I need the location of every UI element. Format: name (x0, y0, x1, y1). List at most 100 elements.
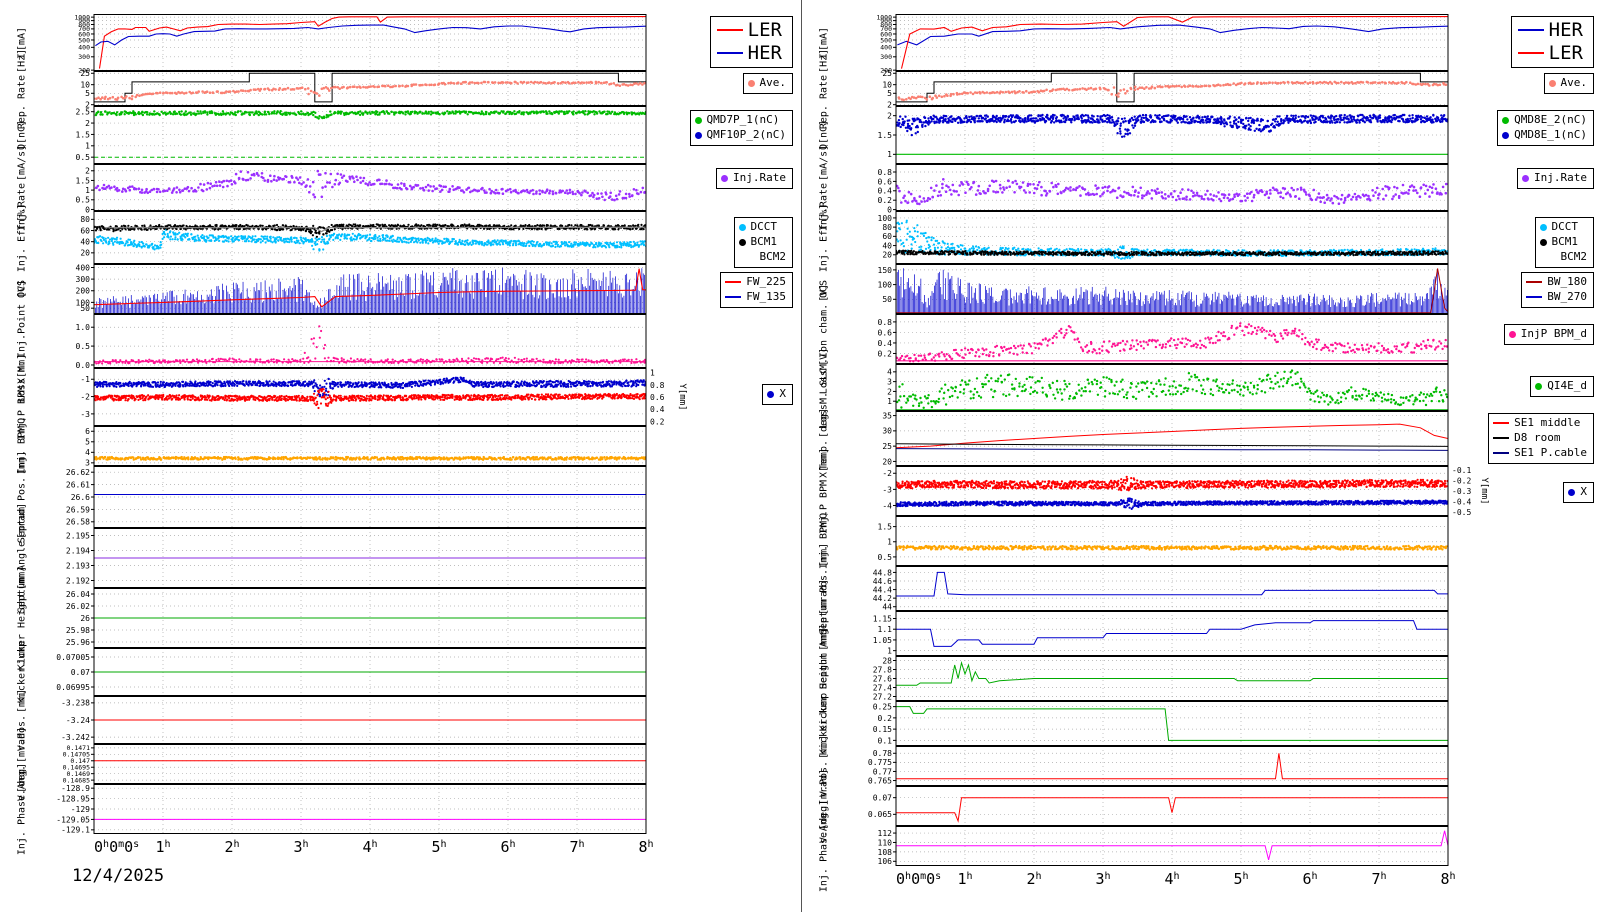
y-tick-label: 25 (882, 69, 892, 78)
legend-label: QMD8E_2(nC) (1514, 113, 1587, 126)
legend-rep-rate: Ave. (1543, 73, 1594, 94)
y-tick-label: -3.242 (61, 733, 90, 742)
x-tick-label: 1h (155, 838, 170, 856)
y-tick-label: 27.4 (873, 683, 892, 692)
y-tick-label: 300 (76, 275, 91, 284)
legend-item: Inj.Rate (721, 171, 786, 186)
legend-inj-rate: Inj.Rate (716, 168, 793, 189)
y-tick-label: 1 (85, 142, 90, 151)
y-tick-label: 0.07 (71, 668, 90, 677)
y-tick-label: 2.195 (66, 531, 90, 540)
legend-injp-bpm-x: X (762, 384, 793, 405)
y-tick-label: 500 (78, 36, 90, 44)
legend-marker-dot (738, 223, 746, 231)
legend-marker-line (725, 281, 742, 284)
y-tick-label: 0.07 (873, 794, 892, 803)
row-inj-eff: Inj. Eff [%] 100 80 60 40 20 (802, 203, 1602, 272)
row-septum-pos: Septum Pos. [mm] 26.62 26.61 26.6 26.59 26.58 (0, 451, 801, 543)
y-tick-label: 0.5 (878, 553, 893, 562)
legend-item: QI4E_d (1535, 379, 1587, 394)
row-inj-phase-axis-label: Inj. Phase [deg] (818, 799, 830, 893)
legend-temp: SE1 middle D8 room SE1 P.cable (1488, 413, 1594, 464)
row-injp-bpm-x: Inj.P BPM X[mm] -2 -3 -4 -0.1 -0.2 -0.3 -0.4 -0.5… (802, 448, 1602, 534)
y-tick-label: 44.8 (873, 568, 892, 577)
legend-marker-line (1517, 52, 1544, 55)
y2-tick-label: 0.6 (650, 393, 665, 402)
legend-lossm-slc: QI4E_d (1530, 376, 1594, 397)
legend-item: BW_180 (1526, 275, 1587, 290)
row-kicker-height: Kicker Height [mm] 28 27.8 27.6 27.4 27.2 (802, 626, 1602, 731)
y-tick-label: 5 (85, 438, 90, 447)
y-tick-label: 400 (76, 263, 91, 272)
y2-tick-label: -0.2 (1452, 477, 1471, 486)
left-septum-angle-plot: 2.195 2.194 2.193 2.192 (66, 528, 647, 588)
legend-inj-eff: DCCT BCM1 BCM2 (733, 217, 793, 268)
y-tick-label: 900 (880, 17, 892, 25)
y2-tick-label: -0.3 (1452, 487, 1471, 496)
row-inj-eff-axis-label: Inj. Eff [%] (818, 203, 830, 272)
legend-item: SE1 P.cable (1493, 446, 1587, 461)
row-v-ang: V.Ang. [mrad] 0.1471 0.14705 0.147 0.14695 0.1… (0, 727, 801, 801)
y-tick-label: 1 (887, 150, 892, 159)
legend-label: D8 room (1514, 430, 1561, 444)
right-kicker-jump-plot: 0.25 0.2 0.15 0.1 (873, 701, 1449, 746)
row-v-pos: V.Pos. [mm] 0.78 0.775 0.77 0.765 (802, 735, 1602, 797)
row-rep-rate-axis-label: Rep. Rate [Hz] (818, 48, 830, 129)
legend-marker-dot (738, 238, 746, 246)
legend-marker-line (716, 52, 743, 55)
y-tick-label: 2 (85, 101, 90, 110)
row-kicker-jump: Kicker Jump 0.25 0.2 0.15 0.1 (802, 692, 1602, 755)
y-tick-label: 26 (80, 614, 90, 623)
y-tick-label: 25 (80, 69, 90, 78)
legend-marker-dot (1522, 174, 1530, 182)
y-tick-label: 0.77 (873, 767, 892, 776)
row-v-ang: V.Ang. [mrad] 0.07 0.065 (802, 769, 1602, 843)
legend-marker-dot (747, 79, 755, 87)
y-tick-label: 1 (887, 538, 892, 547)
y-tick-label: 25 (882, 442, 892, 451)
legend-injp-bpm-x: X (1563, 482, 1594, 503)
x-tick-label: 7h (1371, 870, 1386, 888)
y-tick-label: 20 (882, 457, 892, 466)
y-tick-label: 1.15 (873, 614, 892, 623)
legend-marker-dot (694, 131, 702, 139)
legend-marker-dot (1539, 238, 1547, 246)
y-tick-label: 500 (880, 36, 892, 44)
x-tick-label: 5h (1233, 870, 1248, 888)
y-tick-label: 700 (880, 25, 892, 33)
row-lossm-slc-axis-label: LossM. SLC [V] (818, 347, 830, 428)
y-tick-label: 0.1471 (67, 744, 91, 752)
left-kicker-height-plot: 26.04 26.02 26 25.98 25.96 (66, 588, 647, 648)
y2-tick-label: 0.8 (650, 381, 665, 390)
y-tick-label: 80 (80, 215, 90, 224)
y-tick-label: -128.95 (56, 794, 90, 803)
row-q: Q[nC] 2.5 2 1.5 1 0.5 (0, 106, 801, 164)
y-tick-label: 700 (78, 25, 90, 33)
legend-item: FW_135 (725, 290, 786, 305)
y-tick-label: 800 (880, 21, 892, 29)
row-inj-phase: Inj. Phase [deg] -128.9 -128.95 -129 -129.05-… (0, 763, 801, 855)
legend-marker-line (1493, 422, 1510, 425)
y-tick-label: -129 (71, 805, 90, 814)
legend-marker-dot (1539, 223, 1547, 231)
y-tick-label: -129.05 (56, 815, 90, 824)
y-tick-label: 3 (85, 459, 90, 468)
y-tick-label: 25.96 (66, 638, 90, 647)
legend-ocs: FW_225 FW_135 (720, 272, 793, 308)
y-tick-label: 0.14685 (63, 776, 90, 784)
legend-item: Ave. (747, 76, 786, 91)
legend-item: BCM1 (1539, 235, 1588, 250)
y-tick-label: 27.8 (873, 665, 892, 674)
legend-marker-line (716, 29, 743, 32)
y-tick-label: 1.05 (873, 636, 892, 645)
y-tick-label: -3.238 (61, 699, 90, 708)
y-tick-label: 26.6 (71, 493, 90, 502)
y-tick-label: 26.58 (66, 518, 90, 527)
legend-item: HER (716, 42, 782, 65)
row-kicker-height: Kicker Height [mm] 26.04 26.02 26 25.98 25.96 (0, 566, 801, 670)
